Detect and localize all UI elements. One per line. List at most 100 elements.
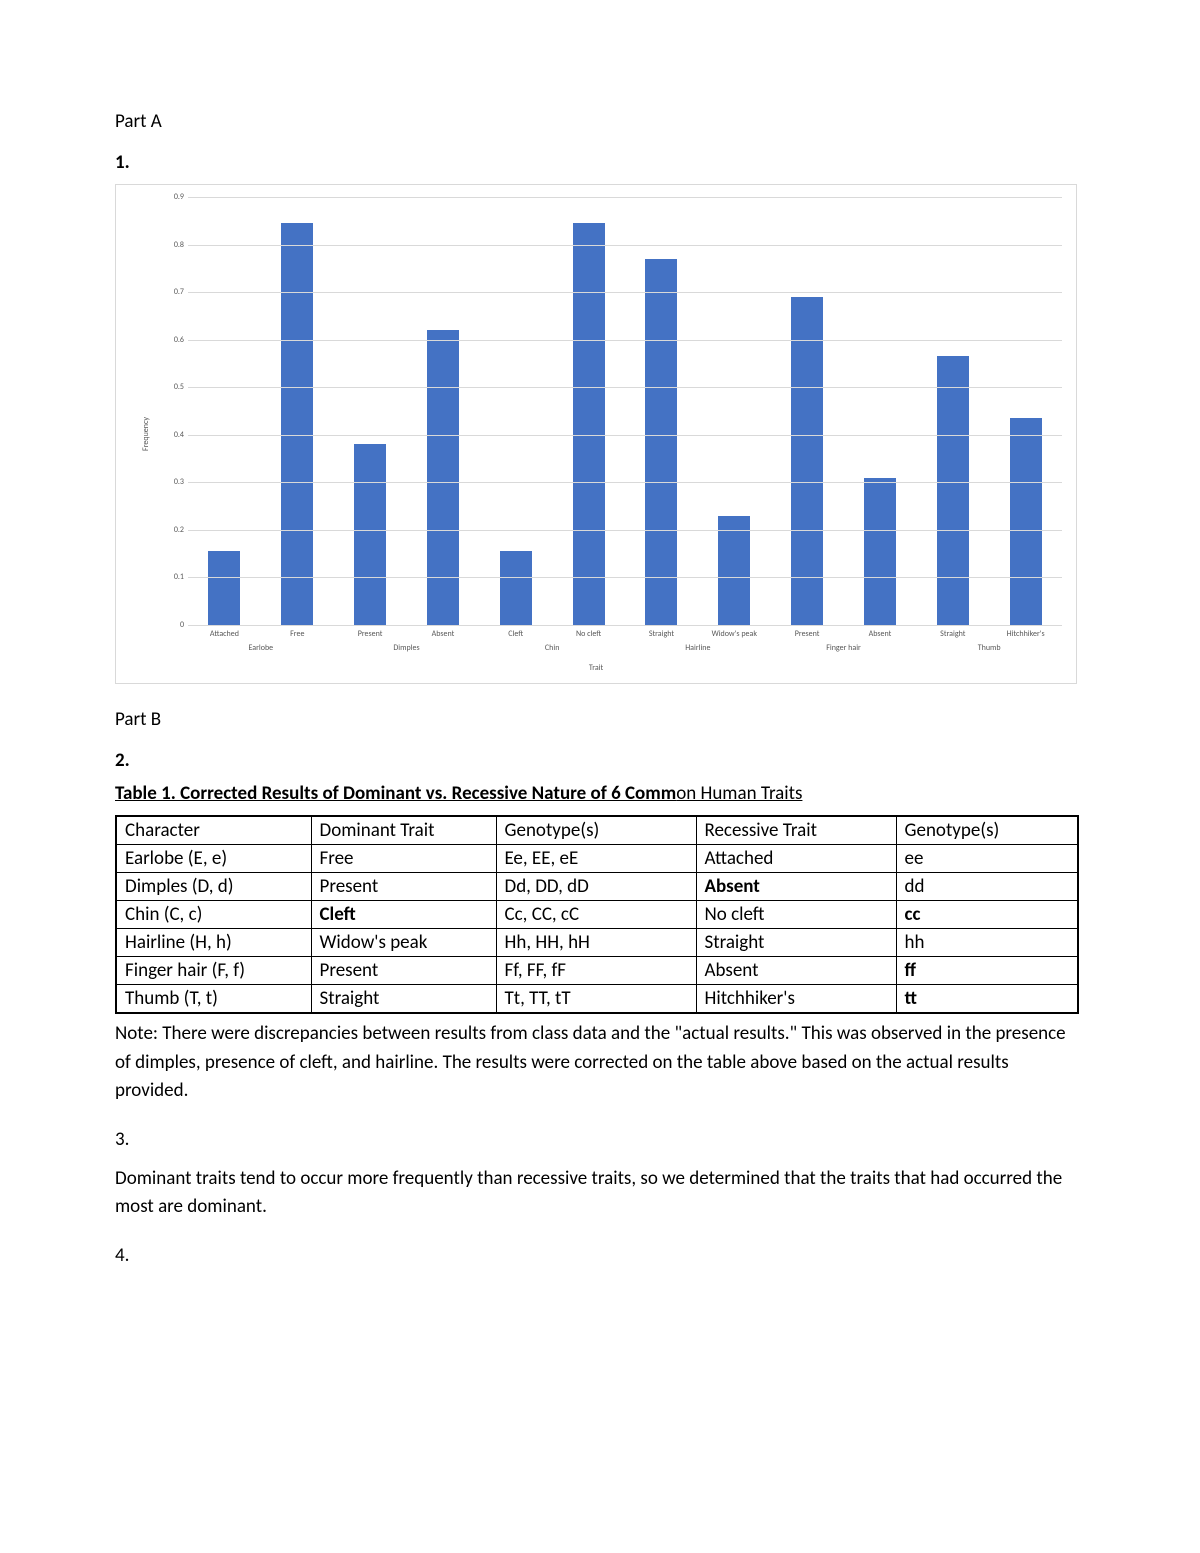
- y-tick-label: 0: [154, 620, 184, 630]
- gridline: [188, 245, 1062, 246]
- table-row: Chin (C, c)CleftCc, CC, cCNo cleftcc: [116, 901, 1078, 929]
- gridline: [188, 577, 1062, 578]
- table-row: Dimples (D, d)PresentDd, DD, dDAbsentdd: [116, 873, 1078, 901]
- y-tick-label: 0.2: [154, 525, 184, 535]
- chart-bar: [791, 297, 823, 625]
- part-a-heading: Part A: [115, 110, 1085, 133]
- table-cell: Chin (C, c): [116, 901, 311, 929]
- table-row: Hairline (H, h)Widow's peakHh, HH, hHStr…: [116, 929, 1078, 957]
- bars-container: AttachedFreeEarlobePresentAbsentDimplesC…: [188, 197, 1062, 625]
- table-header-cell: Genotype(s): [896, 816, 1078, 845]
- group-label: Hairline: [685, 643, 710, 653]
- bar-sublabel: Straight: [940, 629, 965, 639]
- chart-bar-column: Absent: [407, 197, 480, 625]
- table-cell: dd: [896, 873, 1078, 901]
- table-cell: Cleft: [311, 901, 496, 929]
- chart-bar: [864, 478, 896, 625]
- table-cell: ff: [896, 957, 1078, 985]
- table-cell: tt: [896, 985, 1078, 1014]
- gridline: [188, 435, 1062, 436]
- bar-sublabel: Straight: [649, 629, 674, 639]
- table-cell: Cc, CC, cC: [496, 901, 696, 929]
- group-label: Earlobe: [249, 643, 274, 653]
- chart-group: PresentAbsentFinger hair: [771, 197, 917, 625]
- table-row: Finger hair (F, f)PresentFf, FF, fFAbsen…: [116, 957, 1078, 985]
- table-cell: Present: [311, 957, 496, 985]
- table-cell: cc: [896, 901, 1078, 929]
- table-cell: Finger hair (F, f): [116, 957, 311, 985]
- chart-bar-column: Absent: [844, 197, 917, 625]
- table-cell: Straight: [311, 985, 496, 1014]
- chart-bar-column: Hitchhiker's: [989, 197, 1062, 625]
- table-cell: Dimples (D, d): [116, 873, 311, 901]
- traits-table: CharacterDominant TraitGenotype(s)Recess…: [115, 815, 1079, 1014]
- bar-sublabel: Hitchhiker's: [1007, 629, 1045, 639]
- table-header-cell: Character: [116, 816, 311, 845]
- x-axis-label: Trait: [589, 663, 603, 673]
- table-cell: Dd, DD, dD: [496, 873, 696, 901]
- chart-group: PresentAbsentDimples: [334, 197, 480, 625]
- y-tick-label: 0.5: [154, 382, 184, 392]
- chart-bar: [500, 551, 532, 625]
- gridline: [188, 340, 1062, 341]
- chart-bar: [573, 223, 605, 625]
- question-4-number: 4.: [115, 1244, 1085, 1267]
- chart-bar: [281, 223, 313, 625]
- table-cell: Free: [311, 845, 496, 873]
- chart-bar: [208, 551, 240, 625]
- table-cell: Widow's peak: [311, 929, 496, 957]
- chart-group: AttachedFreeEarlobe: [188, 197, 334, 625]
- bar-sublabel: Absent: [869, 629, 892, 639]
- chart-bar-column: Widow's peak: [698, 197, 771, 625]
- table-cell: Hh, HH, hH: [496, 929, 696, 957]
- chart-group: CleftNo cleftChin: [479, 197, 625, 625]
- frequency-bar-chart: Frequency AttachedFreeEarlobePresentAbse…: [115, 184, 1077, 684]
- chart-bar: [937, 356, 969, 625]
- y-tick-label: 0.4: [154, 430, 184, 440]
- table-body: Earlobe (E, e)FreeEe, EE, eEAttachedeeDi…: [116, 845, 1078, 1014]
- group-label: Dimples: [393, 643, 419, 653]
- gridline: [188, 625, 1062, 626]
- chart-bar: [645, 259, 677, 625]
- table-row: Earlobe (E, e)FreeEe, EE, eEAttachedee: [116, 845, 1078, 873]
- table-cell: Earlobe (E, e): [116, 845, 311, 873]
- group-label: Chin: [545, 643, 560, 653]
- y-tick-label: 0.1: [154, 572, 184, 582]
- table-header-row: CharacterDominant TraitGenotype(s)Recess…: [116, 816, 1078, 845]
- y-tick-label: 0.7: [154, 287, 184, 297]
- gridline: [188, 482, 1062, 483]
- table-cell: Hitchhiker's: [696, 985, 896, 1014]
- question-2-number: 2.: [115, 749, 1085, 772]
- table-cell: ee: [896, 845, 1078, 873]
- chart-group: StraightHitchhiker'sThumb: [916, 197, 1062, 625]
- table-caption-rest: on Human Traits: [676, 782, 802, 805]
- chart-bar-column: Cleft: [479, 197, 552, 625]
- table-cell: Present: [311, 873, 496, 901]
- chart-group: StraightWidow's peakHairline: [625, 197, 771, 625]
- gridline: [188, 197, 1062, 198]
- bar-sublabel: Widow's peak: [712, 629, 757, 639]
- y-tick-label: 0.8: [154, 240, 184, 250]
- chart-bar: [718, 516, 750, 625]
- table-cell: Ff, FF, fF: [496, 957, 696, 985]
- bar-sublabel: Present: [795, 629, 820, 639]
- table-cell: hh: [896, 929, 1078, 957]
- table-cell: Ee, EE, eE: [496, 845, 696, 873]
- table-header-cell: Recessive Trait: [696, 816, 896, 845]
- chart-bar-column: Straight: [625, 197, 698, 625]
- chart-bar-column: Free: [261, 197, 334, 625]
- group-label: Finger hair: [826, 643, 861, 653]
- bar-sublabel: Cleft: [508, 629, 523, 639]
- table-cell: No cleft: [696, 901, 896, 929]
- group-label: Thumb: [978, 643, 1001, 653]
- part-b-heading: Part B: [115, 708, 1085, 731]
- table-head: CharacterDominant TraitGenotype(s)Recess…: [116, 816, 1078, 845]
- document-page: Part A 1. Frequency AttachedFreeEarlobeP…: [0, 0, 1200, 1553]
- table-cell: Hairline (H, h): [116, 929, 311, 957]
- chart-bar-column: Present: [771, 197, 844, 625]
- y-axis-label: Frequency: [141, 417, 151, 451]
- chart-bar: [354, 444, 386, 625]
- bar-sublabel: Present: [358, 629, 383, 639]
- y-tick-label: 0.6: [154, 335, 184, 345]
- table-note: Note: There were discrepancies between r…: [115, 1020, 1077, 1106]
